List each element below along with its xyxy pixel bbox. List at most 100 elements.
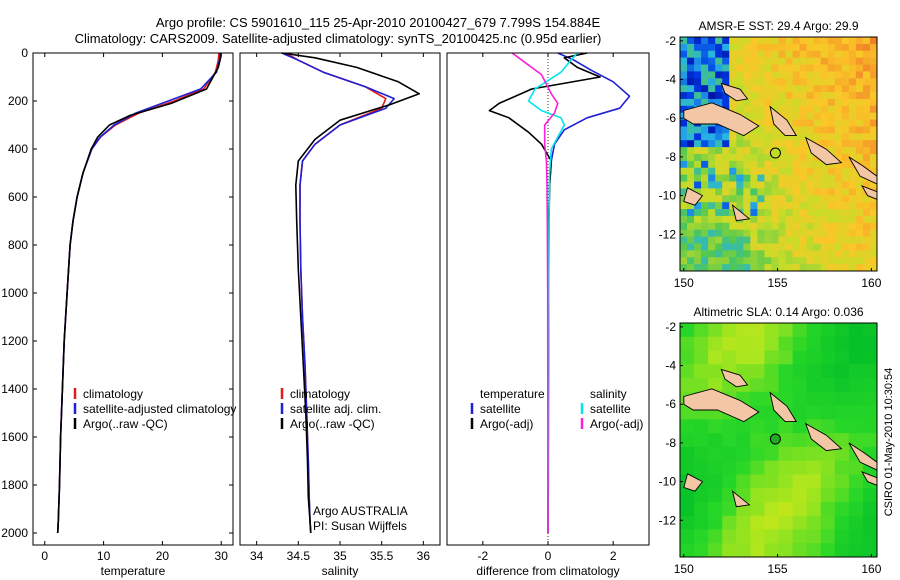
- map-cell: [792, 529, 808, 544]
- map-cell: [848, 433, 864, 448]
- map-cell: [848, 391, 864, 406]
- map-cell: [813, 202, 822, 210]
- difference-series-line-4: [511, 52, 559, 534]
- y-tick-label: -4: [665, 359, 676, 373]
- map-cell: [834, 378, 850, 393]
- x-tick-label: 36: [417, 549, 431, 563]
- map-cell: [799, 43, 808, 52]
- map-cell: [694, 133, 702, 141]
- map-cell: [785, 229, 793, 237]
- map-cell: [736, 222, 744, 231]
- map-cell: [750, 222, 758, 231]
- map-cell: [708, 323, 723, 338]
- y-tick-label: 1800: [1, 478, 28, 492]
- map-cell: [701, 57, 709, 65]
- map-cell: [680, 243, 688, 251]
- map-cell: [820, 64, 829, 72]
- temperature-frame: [32, 52, 234, 546]
- map-cell: [778, 174, 786, 182]
- map-cell: [841, 71, 850, 79]
- map-cell: [757, 202, 765, 210]
- map-cell: [764, 257, 772, 265]
- map-cell: [813, 229, 822, 237]
- argo-float-marker: [769, 147, 781, 159]
- map-cell: [687, 37, 695, 45]
- map-cell: [729, 140, 737, 148]
- map-cell: [715, 209, 723, 217]
- map-cell: [841, 209, 850, 217]
- map-cell: [694, 50, 702, 59]
- map-cell: [806, 378, 822, 393]
- map-cell: [736, 433, 751, 448]
- map-cell: [708, 174, 716, 182]
- map-cell: [750, 57, 758, 65]
- map-cell: [778, 543, 793, 557]
- map-cell: [680, 167, 688, 176]
- map-cell: [680, 71, 688, 79]
- map-cell: [680, 350, 695, 365]
- map-cell: [736, 64, 744, 72]
- map-cell: [694, 188, 702, 196]
- map-cell: [869, 147, 877, 155]
- map-cell: [813, 257, 822, 265]
- map-cell: [778, 98, 786, 107]
- map-cell: [715, 257, 723, 265]
- map-cell: [764, 222, 772, 231]
- y-tick-label: 1000: [1, 286, 28, 300]
- map-cell: [855, 209, 864, 217]
- y-tick-label: -10: [659, 189, 677, 203]
- map-cell: [750, 85, 758, 93]
- map-cell: [778, 243, 786, 251]
- map-cell: [841, 229, 850, 237]
- map-cell: [736, 323, 751, 338]
- map-cell: [785, 105, 793, 114]
- land-mass: [683, 187, 704, 206]
- map-cell: [687, 257, 695, 265]
- map-cell: [722, 126, 730, 134]
- map-cell: [820, 222, 829, 231]
- map-cell: [750, 474, 765, 489]
- map-cell: [708, 350, 723, 365]
- map-cell: [806, 350, 822, 365]
- map-cell: [855, 188, 864, 196]
- y-tick-label: 1200: [1, 334, 28, 348]
- map-cell: [778, 446, 793, 462]
- map-cell: [729, 250, 737, 258]
- map-cell: [757, 126, 765, 134]
- map-cell: [694, 350, 709, 365]
- map-cell: [750, 140, 758, 148]
- map-cell: [806, 43, 815, 52]
- map-cell: [764, 202, 772, 210]
- map-cell: [820, 264, 829, 271]
- map-cell: [806, 85, 815, 93]
- map-cell: [708, 250, 716, 258]
- map-cell: [862, 364, 877, 379]
- map-cell: [862, 98, 871, 107]
- map-cell: [848, 154, 857, 162]
- map-cell: [694, 529, 709, 544]
- map-cell: [820, 474, 836, 489]
- map-cell: [680, 119, 688, 127]
- map-cell: [750, 202, 758, 210]
- map-cell: [827, 174, 836, 182]
- map-cell: [869, 37, 877, 45]
- land-mass: [683, 102, 760, 137]
- map-cell: [694, 85, 702, 93]
- map-cell: [722, 37, 730, 45]
- map-cell: [862, 195, 871, 203]
- map-cell: [729, 71, 737, 79]
- map-cell: [855, 98, 864, 107]
- map-cell: [715, 43, 723, 52]
- map-cell: [729, 174, 737, 182]
- map-cell: [764, 92, 772, 100]
- map-cell: [729, 167, 737, 176]
- map-cell: [771, 181, 779, 189]
- map-cell: [855, 112, 864, 120]
- map-cell: [806, 160, 815, 169]
- map-cell: [687, 50, 695, 59]
- map-cell: [701, 167, 709, 176]
- map-cell: [813, 250, 822, 258]
- map-cell: [729, 195, 737, 203]
- map-cell: [701, 92, 709, 100]
- map-cell: [778, 215, 786, 224]
